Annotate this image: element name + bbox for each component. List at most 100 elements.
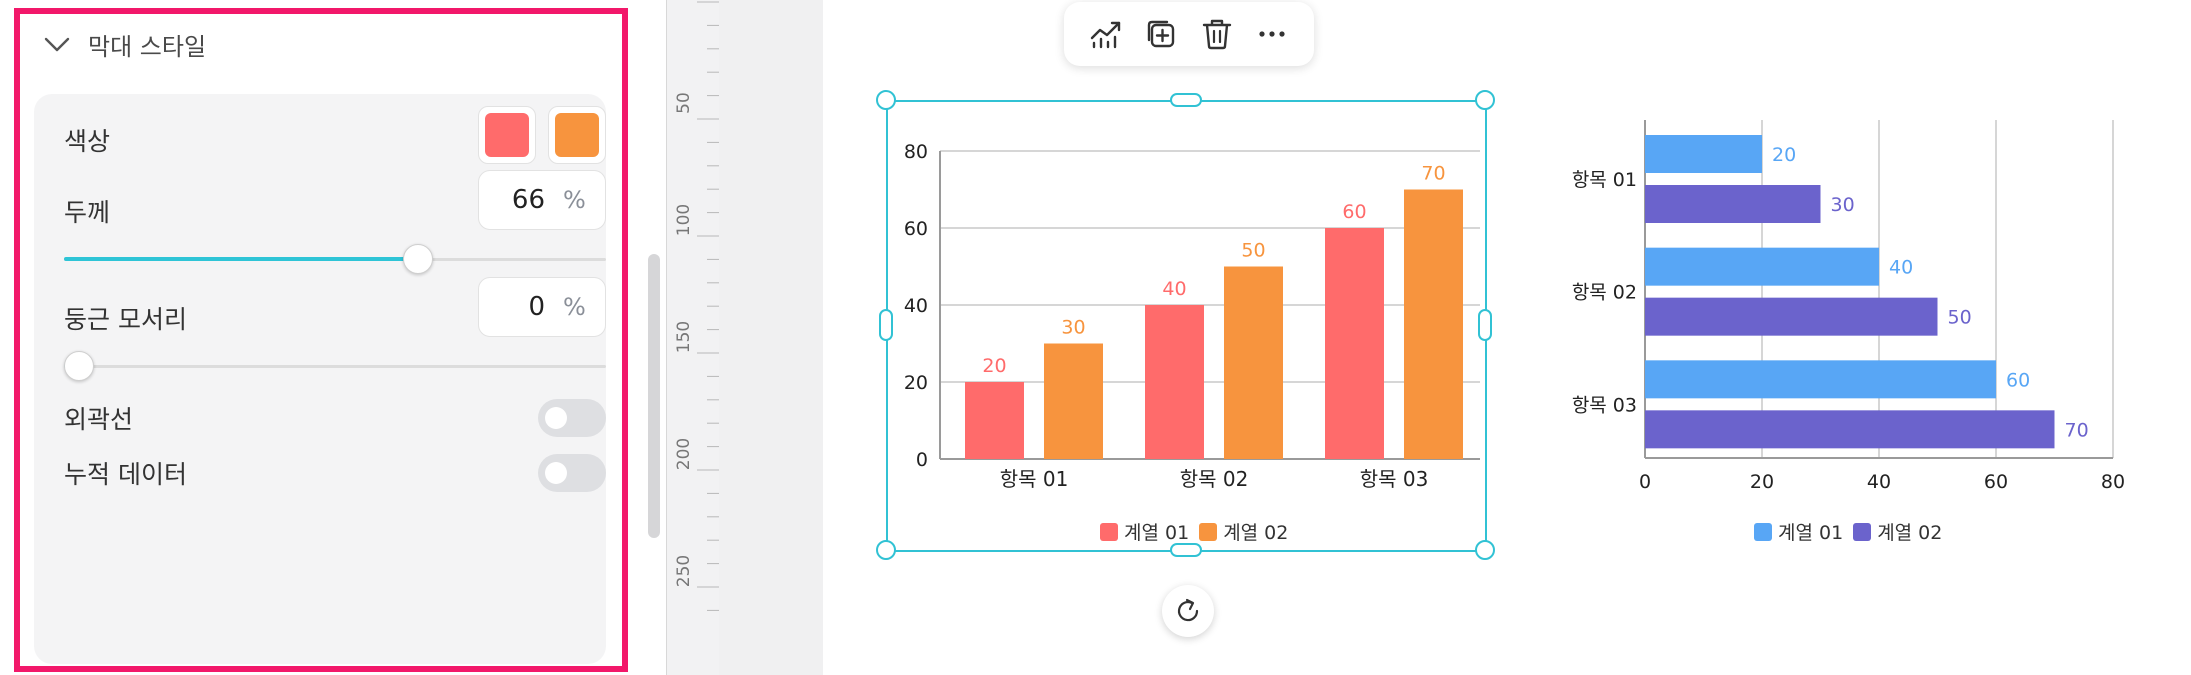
color-swatch-series-1[interactable] — [478, 106, 536, 164]
thickness-label: 두께 — [64, 198, 111, 227]
resize-handle-bottom-left[interactable] — [876, 540, 896, 560]
y-tick-label: 0 — [916, 449, 928, 471]
thickness-input[interactable] — [479, 185, 545, 215]
data-label: 60 — [2006, 369, 2030, 391]
resize-handle-left[interactable] — [879, 309, 893, 341]
ruler-scale: 050100150200250 — [674, 1, 719, 611]
bar — [1645, 297, 1938, 336]
duplicate-icon — [1148, 20, 1175, 48]
x-tick-label: 항목 02 — [1180, 467, 1249, 491]
y-tick-label: 40 — [904, 295, 928, 317]
data-label: 20 — [1772, 144, 1796, 166]
color-label: 색상 — [64, 127, 111, 156]
bar — [1645, 410, 2055, 449]
ruler-label: 250 — [674, 555, 694, 587]
bar-style-panel: 막대 스타일 색상 두께 % 둥근 모서리 % 외곽선 — [14, 8, 628, 672]
x-tick-label: 40 — [1867, 471, 1891, 493]
bar — [1404, 189, 1463, 459]
y-tick-label: 항목 01 — [1572, 169, 1637, 191]
legend-label: 계열 01 — [1778, 522, 1844, 544]
data-label: 70 — [1421, 163, 1445, 185]
data-label: 60 — [1342, 201, 1366, 223]
data-label: 50 — [1948, 307, 1972, 329]
bar — [1645, 135, 1762, 173]
toggle-knob — [545, 462, 567, 484]
rotate-icon — [1177, 598, 1199, 622]
corner-radius-field[interactable]: % — [478, 277, 606, 337]
stacked-data-label: 누적 데이터 — [64, 460, 187, 489]
bar — [1325, 228, 1384, 459]
style-card: 색상 두께 % 둥근 모서리 % 외곽선 누적 데이터 — [34, 94, 606, 664]
y-tick-label: 80 — [904, 141, 928, 163]
slider-track — [64, 365, 606, 368]
bar — [1645, 360, 1996, 399]
color-chip-1 — [485, 113, 529, 157]
legend-item[interactable]: 계열 02 — [1853, 518, 1942, 545]
color-chip-2 — [555, 113, 599, 157]
x-tick-label: 항목 01 — [1000, 467, 1069, 491]
ruler-label: 150 — [674, 321, 694, 353]
legend-item[interactable]: 계열 01 — [1754, 518, 1843, 545]
resize-handle-top-right[interactable] — [1475, 90, 1495, 110]
outline-toggle[interactable] — [538, 399, 606, 437]
slider-thumb[interactable] — [64, 351, 94, 381]
data-label: 30 — [1061, 317, 1085, 339]
x-tick-label: 80 — [2101, 471, 2125, 493]
resize-handle-right[interactable] — [1478, 309, 1492, 341]
corner-radius-input[interactable] — [479, 292, 545, 322]
y-tick-label: 항목 03 — [1572, 394, 1637, 416]
legend-item[interactable]: 계열 02 — [1199, 518, 1288, 545]
canvas-margin — [719, 0, 823, 675]
thickness-unit: % — [563, 186, 586, 214]
x-tick-label: 20 — [1750, 471, 1774, 493]
bar — [1224, 266, 1283, 459]
data-label: 20 — [982, 355, 1006, 377]
toggle-knob — [545, 407, 567, 429]
corner-radius-slider[interactable] — [64, 351, 606, 381]
delete-button[interactable] — [1197, 14, 1237, 54]
legend-item[interactable]: 계열 01 — [1100, 518, 1189, 545]
thickness-slider[interactable] — [64, 244, 606, 274]
data-label: 50 — [1241, 240, 1265, 262]
vertical-ruler: 050100150200250 — [666, 0, 720, 675]
ruler-label: 200 — [674, 438, 694, 470]
resize-handle-top-left[interactable] — [876, 90, 896, 110]
legend-swatch — [1199, 522, 1218, 541]
bar — [1645, 247, 1879, 286]
x-tick-label: 0 — [1639, 471, 1651, 493]
bar — [1645, 185, 1821, 223]
chart-legend-vertical: 계열 01 계열 02 — [1100, 518, 1298, 545]
chart-type-icon — [1090, 21, 1120, 49]
section-header[interactable]: 막대 스타일 — [42, 24, 206, 64]
legend-label: 계열 02 — [1877, 522, 1943, 544]
resize-handle-top[interactable] — [1170, 93, 1202, 107]
ruler-label: 50 — [674, 92, 694, 114]
data-label: 40 — [1889, 257, 1913, 279]
resize-handle-bottom-right[interactable] — [1475, 540, 1495, 560]
bar — [1044, 343, 1103, 459]
slider-thumb[interactable] — [403, 244, 434, 274]
slider-fill — [64, 257, 418, 261]
more-button[interactable] — [1252, 14, 1292, 54]
legend-swatch — [1754, 522, 1772, 541]
chevron-down-icon[interactable] — [42, 29, 72, 59]
x-tick-label: 항목 03 — [1360, 467, 1429, 491]
ruler-label: 100 — [674, 204, 694, 236]
rotate-button[interactable] — [1162, 585, 1214, 637]
panel-scrollbar[interactable] — [648, 254, 660, 538]
chart-legend-horizontal: 계열 01 계열 02 — [1754, 518, 1952, 545]
section-title: 막대 스타일 — [88, 32, 207, 61]
duplicate-button[interactable] — [1141, 14, 1181, 54]
resize-handle-bottom[interactable] — [1170, 543, 1202, 557]
legend-swatch — [1853, 522, 1872, 541]
bar — [1145, 305, 1204, 459]
data-label: 30 — [1831, 194, 1855, 216]
chart-toolbar — [1064, 2, 1314, 66]
thickness-field[interactable]: % — [478, 170, 606, 230]
color-swatch-series-2[interactable] — [548, 106, 606, 164]
bar — [965, 382, 1024, 459]
y-tick-label: 60 — [904, 218, 928, 240]
stacked-data-toggle[interactable] — [538, 454, 606, 492]
chart-type-button[interactable] — [1086, 14, 1126, 54]
